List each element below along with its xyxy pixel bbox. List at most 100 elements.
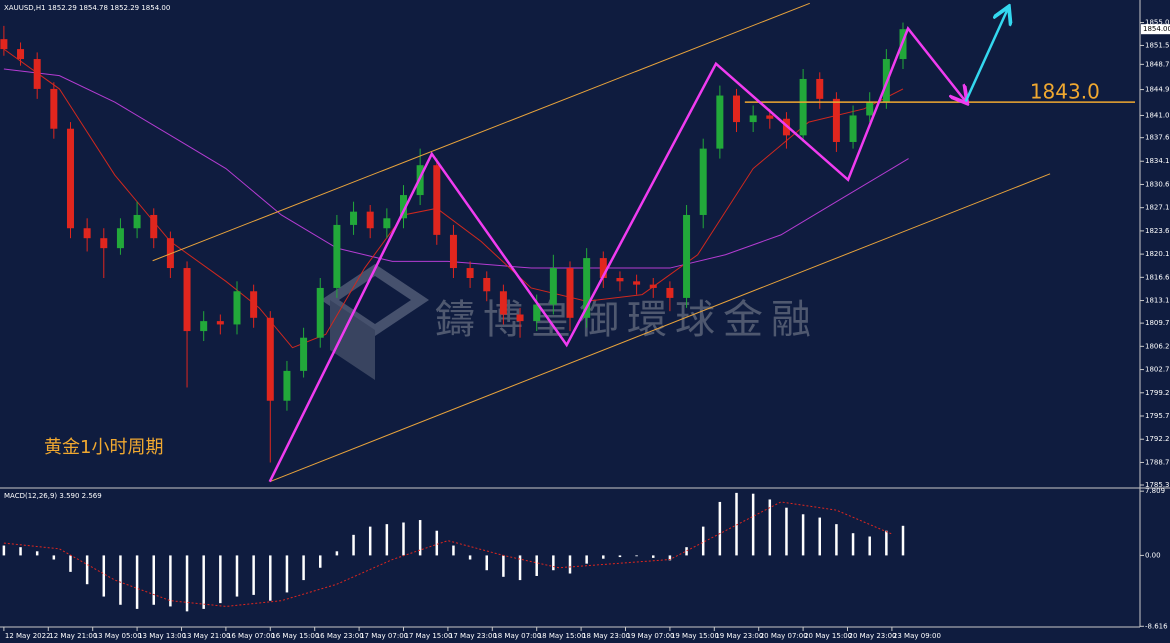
candle-body — [333, 224, 341, 288]
y-tick-label: 1844.90 — [1145, 86, 1170, 94]
candle-body — [166, 238, 174, 269]
candle-body — [283, 370, 291, 401]
candle-body — [499, 291, 507, 315]
y-tick-label: 1809.70 — [1145, 319, 1170, 327]
x-tick-label: 18 May 07:00 — [493, 632, 541, 640]
channel-line — [152, 2, 810, 262]
zigzag — [268, 26, 966, 483]
candle-body — [466, 268, 474, 279]
x-tick-label: 19 May 23:00 — [715, 632, 763, 640]
x-tick-label: 17 May 23:00 — [449, 632, 497, 640]
candle-body — [433, 165, 441, 235]
y-tick-label: 1813.10 — [1145, 297, 1170, 305]
candle-body — [233, 291, 241, 325]
candle-body — [383, 218, 391, 229]
candle-body — [366, 211, 374, 229]
trend-arrow — [964, 9, 1008, 103]
candle-body — [66, 128, 74, 229]
y-tick-label: 1795.70 — [1145, 412, 1170, 420]
candle-body — [0, 39, 8, 50]
y-tick-label: -8.616 — [1145, 622, 1168, 630]
candle-body — [549, 268, 557, 305]
candle-body — [849, 115, 857, 142]
candle-body — [183, 268, 191, 332]
y-tick-label: 0.00 — [1145, 551, 1161, 559]
level-label: 1843.0 — [1030, 80, 1100, 104]
candle-body — [816, 78, 824, 99]
candle-body — [116, 228, 124, 249]
y-tick-label: 1827.10 — [1145, 204, 1170, 212]
y-tick-label: 1848.70 — [1145, 60, 1170, 68]
candle-body — [50, 88, 58, 129]
candle-body — [832, 98, 840, 142]
y-tick-label: 1788.70 — [1145, 458, 1170, 466]
x-tick-label: 16 May 23:00 — [316, 632, 364, 640]
candle-body — [17, 49, 25, 60]
x-tick-label: 18 May 15:00 — [538, 632, 586, 640]
y-tick-label: 1806.20 — [1145, 342, 1170, 350]
candle-body — [566, 268, 574, 318]
candle-body — [583, 258, 591, 318]
candle-body — [83, 228, 91, 239]
candle-body — [599, 258, 607, 279]
x-tick-label: 16 May 15:00 — [271, 632, 319, 640]
y-tick-label: 1823.60 — [1145, 227, 1170, 235]
x-tick-label: 17 May 07:00 — [360, 632, 408, 640]
candle-body — [449, 234, 457, 269]
macd-title: MACD(12,26,9) 3.590 2.569 — [4, 492, 102, 500]
y-tick-label: 1830.60 — [1145, 180, 1170, 188]
current-price-label: 1854.00 — [1143, 25, 1170, 33]
candle-body — [150, 214, 158, 239]
x-tick-label: 23 May 09:00 — [893, 632, 941, 640]
chart-title: XAUUSD,H1 1852.29 1854.78 1852.29 1854.0… — [4, 4, 170, 12]
macd-signal — [3, 501, 893, 607]
ma-slow — [3, 68, 909, 269]
candle-body — [716, 95, 724, 149]
y-tick-label: 1802.70 — [1145, 366, 1170, 374]
candle-body — [699, 148, 707, 215]
y-tick-label: 1841.00 — [1145, 111, 1170, 119]
x-tick-label: 12 May 21:00 — [49, 632, 97, 640]
candle-body — [133, 214, 141, 229]
candle-body — [516, 314, 524, 322]
candle-body — [799, 78, 807, 136]
candle-body — [633, 281, 641, 285]
candle-body — [749, 115, 757, 123]
candle-body — [33, 59, 41, 89]
channel-line — [269, 173, 1051, 483]
candle-body — [483, 278, 491, 292]
candle-body — [316, 287, 324, 338]
x-tick-label: 20 May 07:00 — [760, 632, 808, 640]
candle-body — [350, 211, 358, 225]
candle-body — [866, 102, 874, 116]
candle-body — [649, 284, 657, 288]
x-tick-label: 13 May 05:00 — [94, 632, 142, 640]
candle-body — [533, 304, 541, 322]
y-tick-label: 1837.65 — [1145, 134, 1170, 142]
candle-body — [250, 291, 258, 318]
x-tick-label: 20 May 23:00 — [849, 632, 897, 640]
x-tick-label: 13 May 21:00 — [182, 632, 230, 640]
x-tick-label: 16 May 07:00 — [227, 632, 275, 640]
y-tick-label: 1834.10 — [1145, 157, 1170, 165]
candle-body — [200, 321, 208, 332]
candle-body — [683, 214, 691, 298]
watermark-logo — [320, 263, 430, 380]
y-tick-label: 1816.60 — [1145, 273, 1170, 281]
x-tick-label: 19 May 15:00 — [671, 632, 719, 640]
current-price-box — [1141, 24, 1170, 35]
candle-body — [766, 115, 774, 119]
watermark: 鑄博皇御環球金融 — [435, 297, 819, 343]
candle-body — [399, 195, 407, 219]
x-tick-label: 19 May 07:00 — [627, 632, 675, 640]
chart-annotation: 黄金1小时周期 — [44, 437, 163, 458]
y-tick-label: 1792.20 — [1145, 435, 1170, 443]
y-tick-label: 7.809 — [1145, 487, 1165, 495]
x-tick-label: 12 May 2022 — [5, 632, 51, 640]
ma-fast — [3, 48, 904, 349]
y-tick-label: 1851.55 — [1145, 41, 1170, 49]
candle-body — [733, 95, 741, 123]
x-tick-label: 17 May 15:00 — [404, 632, 452, 640]
x-tick-label: 13 May 13:00 — [138, 632, 186, 640]
